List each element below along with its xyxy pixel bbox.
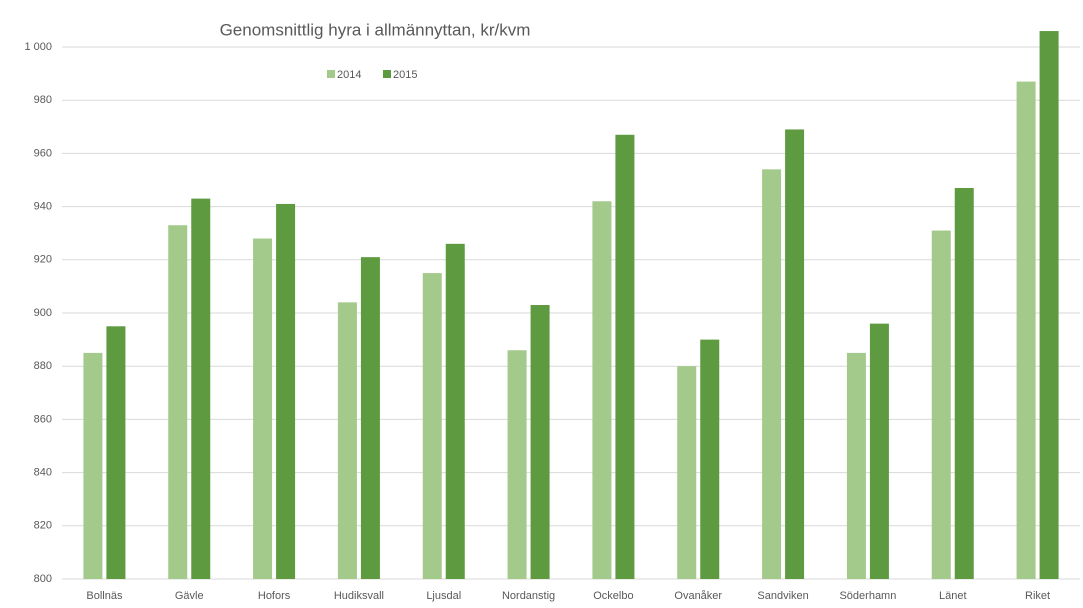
x-tick-label: Nordanstig — [502, 590, 555, 602]
bar — [677, 366, 697, 579]
x-tick-label: Bollnäs — [86, 590, 123, 602]
chart-title: Genomsnittlig hyra i allmännyttan, kr/kv… — [220, 20, 531, 39]
bar — [507, 350, 527, 579]
bar — [1039, 31, 1059, 580]
x-tick-label: Ljusdal — [426, 590, 461, 602]
y-tick-label: 840 — [34, 467, 52, 479]
x-tick-label: Ockelbo — [593, 590, 633, 602]
y-tick-label: 880 — [34, 360, 52, 372]
x-tick-label: Söderhamn — [839, 590, 896, 602]
title-background — [160, 14, 590, 46]
x-tick-label: Hofors — [258, 590, 291, 602]
bar — [785, 129, 805, 579]
y-tick-label: 1 000 — [24, 41, 52, 53]
y-tick-label: 940 — [34, 201, 52, 213]
bar — [869, 323, 889, 579]
bar — [445, 243, 465, 579]
y-tick-label: 980 — [34, 94, 52, 106]
bar — [615, 134, 635, 579]
y-tick-label: 820 — [34, 520, 52, 532]
bar — [530, 305, 550, 579]
bar — [762, 169, 782, 580]
bar — [253, 238, 273, 579]
bar — [954, 187, 974, 580]
legend-swatch — [383, 70, 391, 78]
bar — [846, 352, 866, 579]
y-tick-label: 800 — [34, 573, 52, 585]
bar — [168, 225, 188, 579]
bar — [83, 352, 103, 579]
bar — [422, 273, 442, 579]
x-tick-label: Länet — [939, 590, 967, 602]
legend-swatch — [327, 70, 335, 78]
bar — [191, 198, 211, 579]
y-tick-label: 900 — [34, 307, 52, 319]
bar — [592, 201, 612, 579]
bar — [360, 257, 380, 579]
bar — [106, 326, 126, 579]
legend-label: 2015 — [393, 69, 417, 81]
x-tick-label: Ovanåker — [674, 590, 722, 602]
x-tick-label: Gävle — [175, 590, 204, 602]
legend-label: 2014 — [337, 69, 361, 81]
y-tick-label: 920 — [34, 254, 52, 266]
bar — [700, 339, 720, 579]
x-tick-label: Sandviken — [757, 590, 808, 602]
y-tick-label: 860 — [34, 413, 52, 425]
y-tick-label: 960 — [34, 147, 52, 159]
x-tick-label: Riket — [1025, 590, 1050, 602]
bar — [1016, 81, 1036, 579]
bar — [931, 230, 951, 580]
legend-background — [300, 62, 448, 88]
bar — [276, 203, 296, 579]
bar — [337, 302, 357, 579]
x-tick-label: Hudiksvall — [334, 590, 384, 602]
